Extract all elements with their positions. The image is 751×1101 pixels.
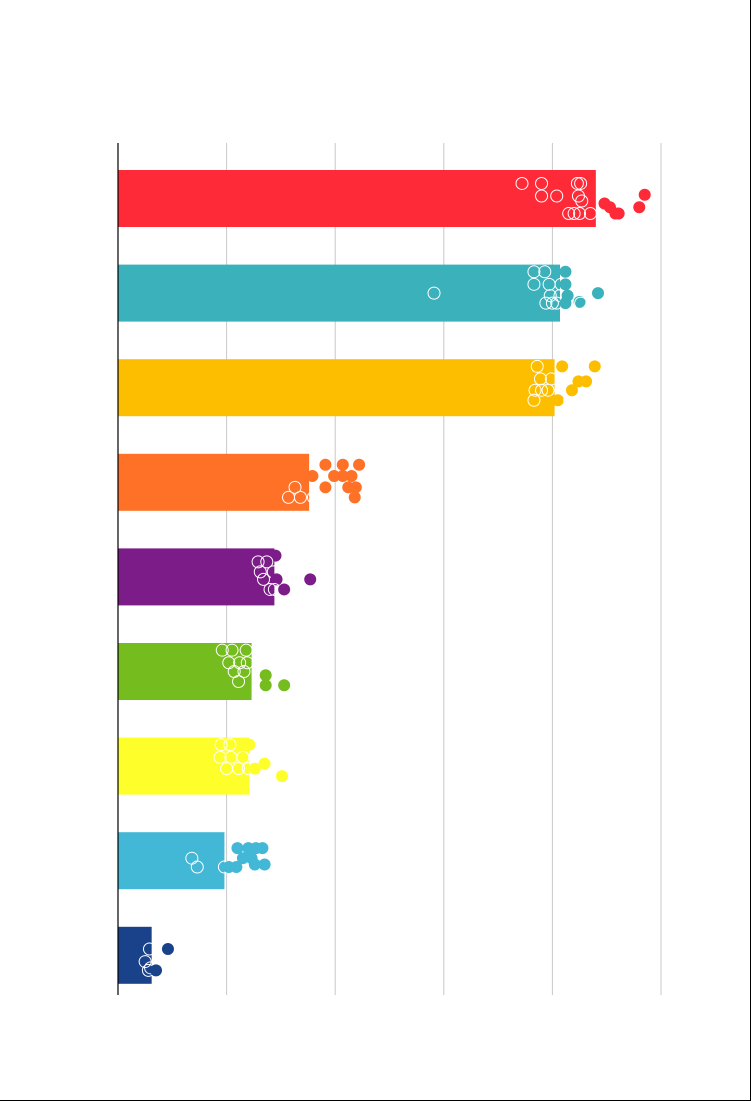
point-2-16: [592, 287, 605, 300]
bar-1: [118, 170, 596, 227]
point-1-7: [575, 194, 589, 208]
point-8-12: [222, 860, 235, 873]
point-2-8: [543, 289, 557, 303]
point-1-10: [573, 207, 587, 221]
point-4-8: [345, 470, 358, 483]
point-8-4: [231, 842, 244, 855]
point-8-10: [248, 858, 261, 871]
point-3-0: [530, 359, 544, 373]
point-4-13: [349, 481, 362, 494]
point-5-3: [253, 565, 267, 579]
point-7-1: [223, 738, 237, 752]
point-4-1: [293, 490, 307, 504]
point-7-2: [243, 738, 256, 751]
point-4-9: [319, 458, 332, 471]
point-5-5: [257, 572, 271, 586]
point-5-2: [260, 555, 274, 569]
point-2-12: [545, 296, 559, 310]
point-8-1: [190, 860, 204, 874]
point-7-0: [214, 738, 228, 752]
point-8-11: [258, 858, 271, 871]
point-7-11: [275, 770, 288, 783]
point-1-1: [535, 176, 549, 190]
point-6-8: [232, 675, 246, 689]
point-6-9: [259, 669, 272, 682]
point-6-11: [278, 679, 291, 692]
point-3-9: [563, 393, 577, 407]
point-1-16: [633, 201, 646, 214]
point-1-0: [515, 176, 529, 190]
bars: [118, 170, 596, 984]
point-1-4: [535, 189, 549, 203]
point-1-5: [550, 189, 564, 203]
point-9-4: [161, 943, 174, 956]
point-5-6: [270, 573, 283, 586]
point-7-3: [213, 750, 227, 764]
point-1-15: [612, 207, 625, 220]
point-4-14: [348, 491, 361, 504]
bar-6: [118, 643, 252, 700]
point-3-10: [565, 384, 578, 397]
point-1-9: [567, 207, 581, 221]
point-4-6: [328, 470, 341, 483]
point-8-7: [256, 842, 269, 855]
point-1-17: [638, 188, 651, 201]
point-3-6: [541, 383, 555, 397]
point-8-8: [236, 852, 249, 865]
point-1-3: [574, 176, 588, 190]
point-9-5: [150, 964, 163, 977]
point-3-13: [588, 360, 601, 373]
point-4-11: [353, 458, 366, 471]
point-6-10: [259, 679, 272, 692]
point-3-1: [556, 360, 569, 373]
point-5-0: [269, 549, 282, 562]
point-7-9: [248, 762, 261, 775]
point-3-12: [580, 375, 593, 388]
bar-8: [118, 832, 225, 890]
point-5-9: [278, 583, 291, 596]
point-3-7: [527, 393, 541, 407]
point-4-2: [306, 490, 320, 504]
point-2-2: [559, 265, 572, 278]
point-4-5: [306, 470, 319, 483]
point-2-1: [538, 265, 552, 279]
point-3-4: [528, 383, 542, 397]
point-9-0: [142, 942, 156, 956]
point-4-4: [319, 481, 332, 494]
point-2-3: [527, 277, 541, 291]
point-5-1: [251, 555, 265, 569]
point-5-7: [263, 582, 277, 596]
point-6-1: [225, 643, 239, 657]
bar-5: [118, 548, 275, 606]
point-2-6: [559, 278, 572, 291]
point-1-2: [570, 176, 584, 190]
point-6-5: [240, 656, 254, 670]
point-6-2: [239, 643, 253, 657]
point-2-0: [527, 265, 541, 279]
point-2-14: [559, 297, 572, 310]
point-1-8: [562, 207, 576, 221]
point-3-8: [551, 394, 564, 407]
point-7-5: [236, 750, 250, 764]
point-4-3: [288, 480, 302, 494]
point-2-17: [574, 296, 588, 310]
point-3-5: [535, 383, 549, 397]
point-6-7: [237, 665, 251, 678]
point-4-10: [336, 458, 349, 471]
bar-3: [118, 359, 555, 417]
bar-2: [118, 264, 561, 322]
point-5-10: [304, 573, 317, 586]
point-7-10: [258, 757, 271, 770]
point-2-7: [427, 286, 441, 300]
point-1-11: [583, 207, 597, 221]
point-2-11: [539, 296, 553, 310]
point-7-7: [232, 762, 246, 776]
data-points: [138, 176, 651, 977]
point-3-3: [533, 372, 547, 386]
bar-7: [118, 737, 250, 795]
point-6-0: [215, 643, 229, 657]
bar-4: [118, 453, 310, 511]
point-4-7: [336, 470, 349, 483]
